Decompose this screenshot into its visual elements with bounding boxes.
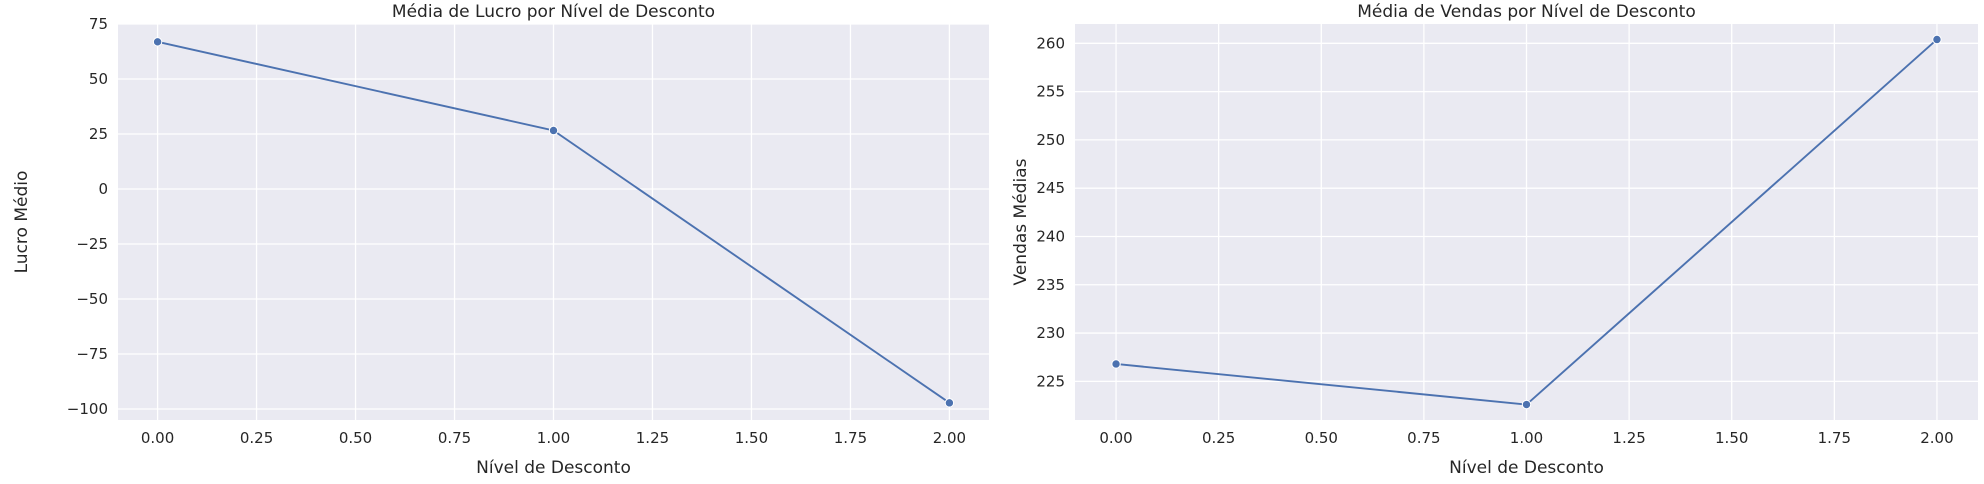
y-tick-label: 230 [1036, 324, 1065, 342]
x-tick-label: 1.50 [1715, 429, 1748, 447]
x-tick-label: 0.50 [1305, 429, 1338, 447]
y-tick-label: 260 [1036, 34, 1065, 52]
data-point [944, 398, 955, 408]
x-tick-label: 0.75 [1407, 429, 1440, 447]
grid-sales [1075, 24, 1978, 420]
ticks-profit: 0.00 0.25 0.50 0.75 1.00 1.25 1.50 1.75 2.00 −100… [67, 15, 966, 447]
y-tick-label: 235 [1036, 276, 1065, 294]
chart-title-profit: Média de Lucro por Nível de Desconto [392, 2, 715, 22]
x-tick-label: 1.50 [735, 429, 768, 447]
x-tick-label: 1.25 [636, 429, 669, 447]
x-tick-label: 0.00 [141, 429, 174, 447]
y-axis-label-profit: Lucro Médio [12, 171, 32, 274]
y-tick-label: −75 [76, 345, 108, 363]
y-tick-label: 250 [1036, 131, 1065, 149]
x-tick-label: 0.00 [1099, 429, 1132, 447]
x-axis-label-sales: Nível de Desconto [1449, 458, 1604, 478]
chart-sales: 0.00 0.25 0.50 0.75 1.00 1.25 1.50 1.75 2.00 225 2… [1011, 2, 1978, 478]
x-tick-label: 1.00 [537, 429, 570, 447]
y-tick-label: 245 [1036, 179, 1065, 197]
x-tick-label: 2.00 [933, 429, 966, 447]
y-tick-label: 255 [1036, 83, 1065, 101]
x-tick-label: 1.25 [1612, 429, 1645, 447]
chart-title-sales: Média de Vendas por Nível de Desconto [1357, 2, 1695, 22]
series-sales [1111, 34, 1942, 410]
y-tick-label: 240 [1036, 227, 1065, 245]
y-tick-label: 50 [89, 70, 108, 88]
x-tick-label: 0.50 [339, 429, 372, 447]
x-tick-label: 0.75 [438, 429, 471, 447]
chart-profit: 0.00 0.25 0.50 0.75 1.00 1.25 1.50 1.75 2.00 −100… [12, 2, 989, 478]
y-axis-label-sales: Vendas Médias [1011, 158, 1031, 285]
y-tick-label: 25 [89, 125, 108, 143]
data-point [1521, 399, 1532, 410]
ticks-sales: 0.00 0.25 0.50 0.75 1.00 1.25 1.50 1.75 2.00 225 2… [1036, 34, 1953, 447]
data-point [152, 37, 163, 47]
y-tick-label: −25 [76, 235, 108, 253]
y-tick-label: −50 [76, 290, 108, 308]
y-tick-label: −100 [67, 400, 108, 418]
x-tick-label: 0.25 [1202, 429, 1235, 447]
x-tick-label: 1.00 [1510, 429, 1543, 447]
data-point [548, 125, 559, 136]
data-point [1932, 34, 1942, 45]
y-tick-label: 75 [89, 15, 108, 33]
series-profit [152, 37, 955, 408]
x-tick-label: 1.75 [1818, 429, 1851, 447]
x-tick-label: 1.75 [834, 429, 867, 447]
x-tick-label: 0.25 [240, 429, 273, 447]
y-tick-label: 0 [98, 180, 108, 198]
x-tick-label: 2.00 [1920, 429, 1953, 447]
data-point [1111, 359, 1121, 369]
x-axis-label-profit: Nível de Desconto [476, 458, 631, 478]
y-tick-label: 225 [1036, 372, 1065, 390]
